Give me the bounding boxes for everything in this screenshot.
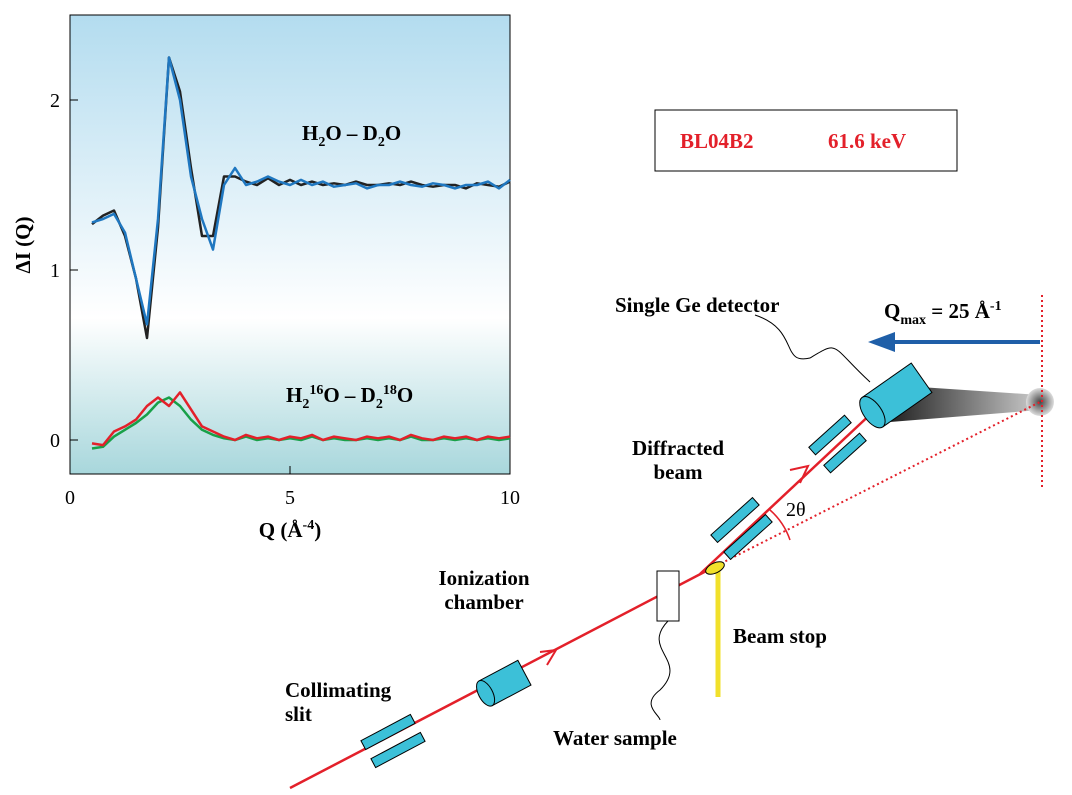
label-part: Q <box>884 299 900 323</box>
leader <box>650 620 671 721</box>
y-tick-label: 1 <box>50 260 60 282</box>
beam-arrow <box>539 648 558 666</box>
leader <box>754 314 871 383</box>
detector <box>859 362 933 429</box>
label-sup: -1 <box>990 299 1002 314</box>
ann-part: O – D <box>325 121 378 145</box>
label: Single Ge detector <box>615 293 779 317</box>
ann-sub: 2 <box>302 397 309 412</box>
arrow-head <box>868 332 895 352</box>
label: 2θ <box>786 499 806 521</box>
label: Collimating <box>285 678 392 702</box>
label: Diffracted <box>632 436 724 460</box>
label: slit <box>285 702 312 726</box>
label: Water sample <box>553 726 677 750</box>
ann-part: H <box>286 383 302 407</box>
label: chamber <box>444 590 523 614</box>
energy: 61.6 keV <box>828 129 906 153</box>
ann-sub: 2 <box>318 135 325 150</box>
x-tick-label: 5 <box>285 487 295 509</box>
beam-arrow <box>789 464 810 484</box>
ann-part: H <box>302 121 318 145</box>
info-box <box>654 109 958 172</box>
x-label-part: ) <box>314 518 321 542</box>
ann-part: O <box>397 383 413 407</box>
x-tick-label: 10 <box>500 487 520 509</box>
ann-part: O – D <box>323 383 376 407</box>
x-tick-label: 0 <box>65 487 75 509</box>
x-label-sup: -4 <box>303 518 315 533</box>
sample <box>656 570 680 622</box>
x-axis-label: Q (Å-4) <box>259 518 321 542</box>
direct-beam <box>711 401 1041 569</box>
series-line <box>91 391 511 447</box>
y-axis-label: ΔI (Q) <box>11 217 35 274</box>
label: beam <box>654 460 704 484</box>
label: Qmax = 25 Å-1 <box>884 299 1002 328</box>
label: Beam stop <box>733 624 827 648</box>
plot-area <box>69 14 511 475</box>
y-tick-label: 0 <box>50 430 60 452</box>
spot <box>1026 388 1054 416</box>
slits <box>360 414 867 769</box>
beam-stop-head <box>705 561 725 575</box>
annotation: H2O – D2O <box>302 121 401 150</box>
ann-sub: 2 <box>378 135 385 150</box>
y-tick-label: 2 <box>50 90 60 112</box>
ann-part: O <box>385 121 401 145</box>
x-label-part: Q (Å <box>259 518 304 542</box>
ann-sub: 2 <box>376 397 383 412</box>
plot: 0 5 10 0 1 2 <box>50 56 520 509</box>
ann-sup: 18 <box>383 383 397 398</box>
beamline: BL04B2 <box>680 129 754 153</box>
ann-sup: 16 <box>309 383 323 398</box>
ionization-chamber <box>476 659 532 707</box>
diagram: BL04B2 61.6 keV Single Ge detector Qmax … <box>285 109 1054 790</box>
angle-arc <box>769 509 791 541</box>
label-sub: max <box>900 313 926 328</box>
label-part: = 25 Å <box>926 299 991 323</box>
annotation: H216O – D218O <box>286 383 413 412</box>
series-line <box>91 56 511 326</box>
label: Ionization <box>438 566 529 590</box>
